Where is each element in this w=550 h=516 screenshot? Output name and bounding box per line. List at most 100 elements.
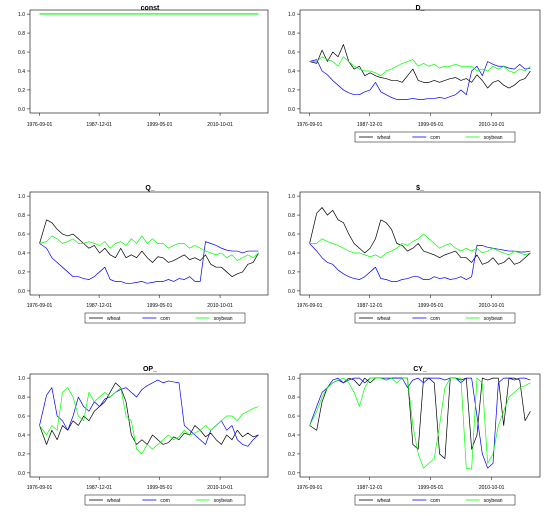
- series-line-soybean: [39, 387, 259, 455]
- legend-label: corn: [160, 498, 170, 504]
- y-tick-label: 0.8: [288, 31, 295, 37]
- y-tick-label: 0.0: [18, 107, 25, 113]
- series-line-wheat: [309, 377, 531, 460]
- x-tick-label: 2010-10-01: [207, 485, 233, 491]
- x-tick-label: 2010-10-01: [207, 303, 233, 309]
- x-tick-label: 1999-05-01: [418, 303, 444, 309]
- chart-panel-5: CY_ 0.0 0.2 0.4 0.6 0.8 1.0 1976-09-01 1987-12-0…: [288, 366, 541, 506]
- chart-title: OP_: [143, 366, 157, 373]
- series-line-soybean: [39, 235, 259, 261]
- y-tick-label: 1.0: [18, 376, 25, 382]
- y-tick-label: 0.6: [288, 50, 295, 56]
- legend-label: wheat: [377, 316, 391, 322]
- y-tick-label: 1.0: [288, 194, 295, 200]
- y-tick-label: 0.4: [288, 251, 295, 257]
- x-tick-label: 1987-12-01: [86, 485, 112, 491]
- y-tick-label: 0.6: [288, 232, 295, 238]
- y-tick-label: 0.2: [18, 270, 25, 276]
- y-tick-label: 0.8: [288, 213, 295, 219]
- x-tick-label: 2010-10-01: [207, 122, 233, 128]
- legend-label: corn: [430, 135, 440, 141]
- y-tick-label: 0.4: [288, 433, 295, 439]
- y-tick-label: 1.0: [288, 12, 295, 18]
- chart-panel-0: const 0.0 0.2 0.4 0.6 0.8 1.0 1976-09-01 1987-12…: [18, 5, 269, 128]
- legend-label: wheat: [377, 135, 391, 141]
- y-tick-label: 0.2: [18, 88, 25, 94]
- y-tick-label: 0.0: [288, 107, 295, 113]
- chart-title: const: [141, 5, 160, 12]
- legend-label: wheat: [377, 498, 391, 504]
- y-tick-label: 0.8: [18, 31, 25, 37]
- y-tick-label: 1.0: [288, 376, 295, 382]
- legend-box: [84, 494, 246, 506]
- x-tick-label: 1976-09-01: [27, 122, 53, 128]
- x-tick-label: 1987-12-01: [357, 303, 383, 309]
- series-line-soybean: [309, 233, 531, 259]
- y-tick-label: 0.8: [288, 395, 295, 401]
- chart-title: CY_: [413, 366, 427, 373]
- x-tick-label: 1999-05-01: [418, 485, 444, 491]
- chart-panel-3: $_ 0.0 0.2 0.4 0.6 0.8 1.0 1976-09-01 1987-12-01…: [288, 185, 541, 324]
- chart-panel-2: Q_ 0.0 0.2 0.4 0.6 0.8 1.0 1976-09-01 1987-12-01…: [18, 185, 269, 324]
- legend-label: wheat: [107, 316, 121, 322]
- legend-box: [354, 131, 516, 143]
- x-tick-label: 1976-09-01: [297, 303, 323, 309]
- y-tick-label: 0.0: [288, 289, 295, 295]
- series-line-soybean: [309, 56, 531, 77]
- x-tick-label: 1987-12-01: [357, 122, 383, 128]
- plot-frame: [29, 373, 269, 478]
- legend-label: soybean: [214, 498, 233, 504]
- legend-label: corn: [430, 498, 440, 504]
- legend-box: [354, 494, 516, 506]
- x-tick-label: 1999-05-01: [147, 485, 173, 491]
- y-tick-label: 1.0: [18, 194, 25, 200]
- series-line-corn: [309, 59, 531, 100]
- chart-title: Q_: [145, 185, 154, 192]
- y-tick-label: 0.4: [18, 433, 25, 439]
- plot-frame: [299, 373, 541, 478]
- legend-label: wheat: [107, 498, 121, 504]
- plot-frame: [29, 9, 269, 114]
- chart-title: $_: [416, 185, 424, 192]
- series-line-wheat: [309, 207, 531, 265]
- legend-label: soybean: [484, 498, 503, 504]
- y-tick-label: 0.4: [18, 251, 25, 257]
- legend: wheat corn soybean: [354, 494, 516, 506]
- y-tick-label: 0.2: [288, 88, 295, 94]
- x-tick-label: 1987-12-01: [357, 485, 383, 491]
- y-tick-label: 0.4: [18, 69, 25, 75]
- series-line-corn: [39, 379, 259, 447]
- legend-label: corn: [430, 316, 440, 322]
- y-tick-label: 0.0: [288, 471, 295, 477]
- legend-label: soybean: [484, 135, 503, 141]
- series-line-corn: [39, 241, 259, 284]
- plot-frame: [299, 9, 541, 114]
- x-tick-label: 2010-10-01: [479, 485, 505, 491]
- x-tick-label: 1976-09-01: [27, 485, 53, 491]
- series-line-corn: [309, 243, 531, 282]
- y-tick-label: 0.2: [288, 270, 295, 276]
- y-tick-label: 0.6: [18, 232, 25, 238]
- y-tick-label: 0.2: [18, 452, 25, 458]
- x-tick-label: 1976-09-01: [27, 303, 53, 309]
- legend: wheat corn soybean: [354, 131, 516, 143]
- legend-box: [354, 312, 516, 324]
- series-line-wheat: [309, 44, 531, 89]
- legend-box: [84, 312, 246, 324]
- legend: wheat corn soybean: [84, 312, 246, 324]
- legend-label: soybean: [214, 316, 233, 322]
- legend: wheat corn soybean: [84, 494, 246, 506]
- chart-title: D_: [416, 5, 425, 12]
- y-tick-label: 0.2: [288, 452, 295, 458]
- x-tick-label: 1987-12-01: [86, 303, 112, 309]
- plot-frame: [299, 191, 541, 296]
- y-tick-label: 0.8: [18, 213, 25, 219]
- y-tick-label: 0.0: [18, 471, 25, 477]
- y-tick-label: 0.0: [18, 289, 25, 295]
- series-line-wheat: [39, 219, 259, 278]
- x-tick-label: 1999-05-01: [147, 122, 173, 128]
- chart-panel-1: D_ 0.0 0.2 0.4 0.6 0.8 1.0 1976-09-01 1987-12-01…: [288, 5, 541, 143]
- y-tick-label: 1.0: [18, 12, 25, 18]
- series-line-wheat: [39, 382, 259, 445]
